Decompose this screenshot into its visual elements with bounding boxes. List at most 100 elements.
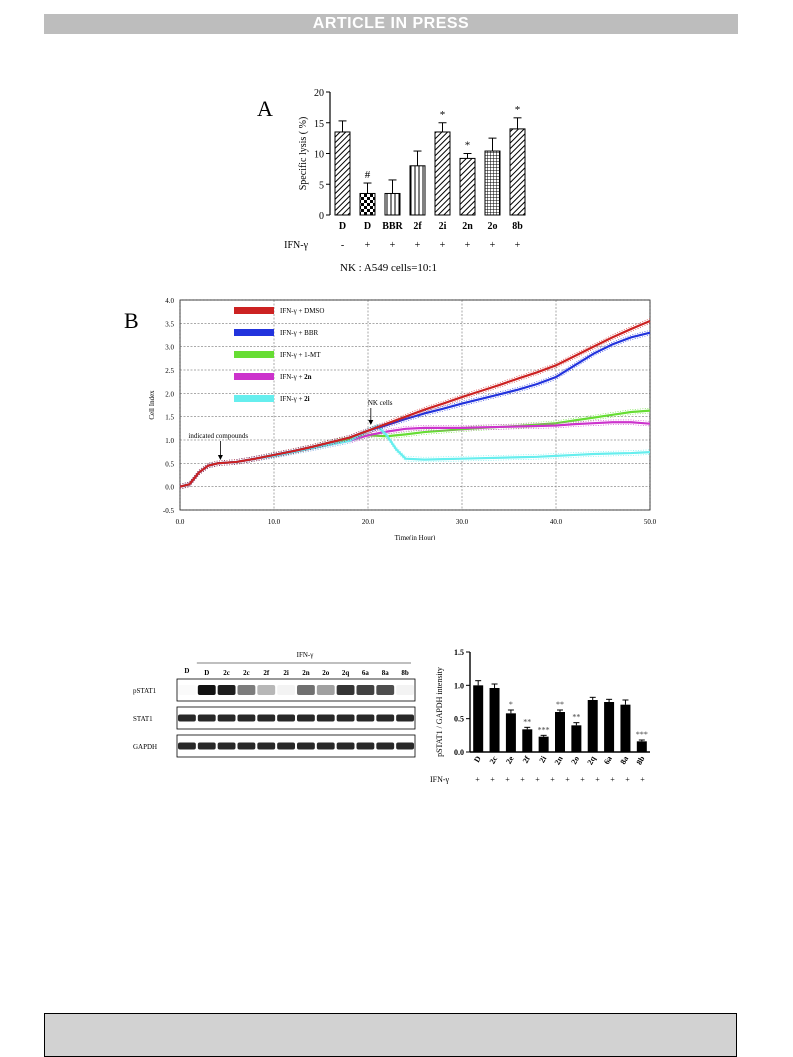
treatment-sign: + xyxy=(490,240,496,251)
lane-label: 8b xyxy=(401,669,409,677)
bar xyxy=(620,704,631,752)
blot-band xyxy=(356,685,375,695)
y-tick-label: 0.0 xyxy=(165,484,174,492)
lane-label: D xyxy=(184,667,189,675)
series-error-upper xyxy=(179,423,651,485)
category-label: D xyxy=(472,754,483,764)
lane-label: D xyxy=(204,669,209,677)
legend-label: IFN-γ + 1-MT xyxy=(280,351,321,359)
blot-band xyxy=(336,685,355,695)
blot-band xyxy=(296,714,315,722)
x-tick-label: 10.0 xyxy=(268,518,281,526)
y-tick-label: 0.5 xyxy=(454,715,464,724)
legend-swatch xyxy=(234,373,274,380)
lane-label: 2q xyxy=(342,669,350,677)
blot-band xyxy=(257,714,276,722)
y-axis-label: pSTAT1 / GAPDH intensity xyxy=(435,667,444,757)
y-tick-label: 1.5 xyxy=(165,414,174,422)
y-tick-label: 0.0 xyxy=(454,748,464,757)
bar xyxy=(587,700,598,752)
blot-band xyxy=(296,742,315,750)
panel-a-bar-chart: 0 5 10 15 20 Specific lysis ( %) D - # D + BBR +2f + *… xyxy=(284,88,526,251)
blot-band xyxy=(177,714,196,722)
blot-band xyxy=(217,714,236,722)
lane-label: 6a xyxy=(362,669,370,677)
treatment-sign: + xyxy=(465,240,471,251)
pstat1-bar-chart: 0.0 0.5 1.0 1.5 pSTAT1 / GAPDH intensity D 2c *… xyxy=(430,648,650,784)
blot-band xyxy=(217,742,236,750)
y-tick-label: 3.5 xyxy=(165,320,174,328)
compound-annotation: indicated compounds xyxy=(188,432,248,440)
treatment-sign: + xyxy=(610,775,615,784)
category-label: 8b xyxy=(635,754,647,766)
bar xyxy=(538,736,549,752)
blot-band xyxy=(316,742,335,750)
bar xyxy=(473,685,484,752)
category-label: 2n xyxy=(462,221,473,232)
significance-mark: * xyxy=(509,700,513,709)
treatment-sign: + xyxy=(505,775,510,784)
category-label: 8a xyxy=(618,755,630,766)
blot-band xyxy=(396,742,415,750)
series-error-upper xyxy=(179,419,651,485)
panel-b-letter: B xyxy=(124,308,139,333)
legend-label: IFN-γ + BBR xyxy=(280,329,318,337)
y-tick-label: 10 xyxy=(314,150,324,161)
category-label: 2q xyxy=(585,754,597,766)
x-axis-label: Time(in Hour) xyxy=(395,534,436,540)
bar xyxy=(522,729,533,752)
category-label: 2i xyxy=(537,754,548,765)
category-label: 8b xyxy=(512,221,523,232)
significance-mark: ** xyxy=(556,700,564,709)
bar xyxy=(509,128,526,216)
bar xyxy=(505,713,516,752)
treatment-sign: + xyxy=(535,775,540,784)
category-label: 2i xyxy=(439,221,447,232)
significance-mark: * xyxy=(465,140,471,152)
y-tick-label: 4.0 xyxy=(165,297,174,305)
category-label: 2o xyxy=(488,221,498,232)
blot-band xyxy=(376,742,395,750)
significance-mark: *** xyxy=(636,730,648,739)
blot-band xyxy=(257,742,276,750)
series-error-lower xyxy=(179,323,651,490)
x-tick-label: 40.0 xyxy=(550,518,563,526)
x-tick-label: 0.0 xyxy=(176,518,185,526)
category-label: 6a xyxy=(602,755,614,766)
category-label: 2c xyxy=(488,754,500,765)
blot-frame xyxy=(176,678,416,702)
legend-swatch xyxy=(234,329,274,336)
legend-swatch xyxy=(234,395,274,402)
blot-band xyxy=(178,685,196,695)
significance-mark: ** xyxy=(523,717,531,726)
lane-label: 2n xyxy=(302,669,310,677)
category-label: 2f xyxy=(413,221,422,232)
y-tick-label: -0.5 xyxy=(163,507,175,515)
lane-label: 2o xyxy=(322,669,330,677)
panel-a-caption: NK : A549 cells=10:1 xyxy=(340,262,437,274)
blot-band xyxy=(197,742,216,750)
treatment-sign: + xyxy=(475,775,480,784)
blot-band xyxy=(197,685,216,695)
bar xyxy=(434,131,451,216)
bar xyxy=(384,192,401,216)
bar xyxy=(459,157,476,216)
lane-label: 2i xyxy=(283,669,289,677)
blot-band xyxy=(237,742,256,750)
footer-box xyxy=(44,1013,737,1057)
treatment-label: IFN-γ xyxy=(430,775,450,784)
blot-band xyxy=(277,714,296,722)
blot-band xyxy=(296,685,315,695)
treatment-sign: + xyxy=(625,775,630,784)
y-tick-label: 3.0 xyxy=(165,344,174,352)
bar xyxy=(484,150,501,216)
category-label: 2e xyxy=(504,754,516,765)
bar xyxy=(571,725,582,752)
y-axis-label: Specific lysis ( %) xyxy=(298,117,309,191)
bar xyxy=(334,131,351,216)
treatment-sign: + xyxy=(580,775,585,784)
y-tick-label: 5 xyxy=(319,180,324,191)
treatment-label: IFN-γ xyxy=(284,240,308,251)
significance-mark: ** xyxy=(572,713,580,722)
bar xyxy=(489,688,500,752)
